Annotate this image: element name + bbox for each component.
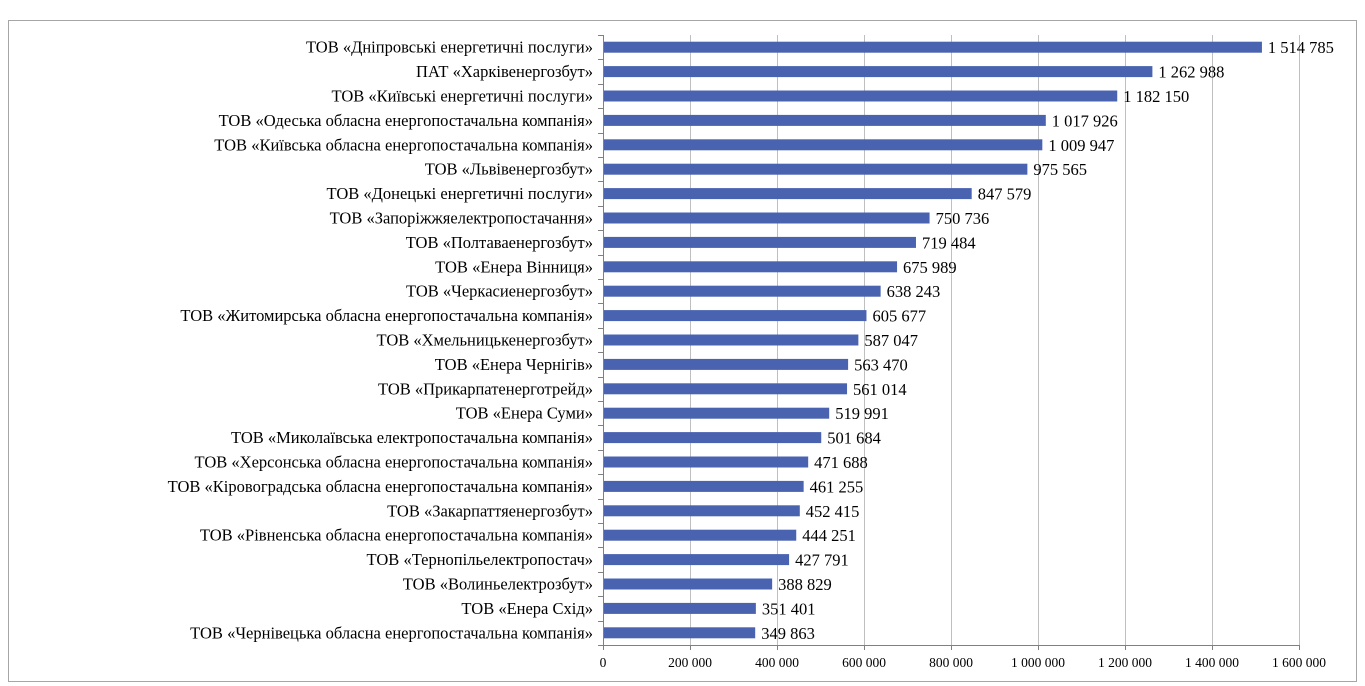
value-label: 501 684 [827,429,881,448]
grid-lines [690,35,1300,645]
category-label: ТОВ «Волиньелектрозбут» [403,575,593,594]
bar [603,529,797,541]
bar [603,602,756,614]
value-label: 351 401 [762,599,816,618]
bar [603,212,930,224]
value-label: 1 182 150 [1123,87,1189,106]
value-label: 461 255 [810,477,864,496]
x-tick-label: 200 000 [668,655,712,670]
x-tick-label: 800 000 [929,655,973,670]
category-label: ТОВ «Львівенергозбут» [425,160,593,179]
bar [603,261,898,273]
value-labels: 1 514 785 1 262 988 1 182 150 1 017 926 1 00… [761,38,1334,643]
x-tick-label: 400 000 [755,655,799,670]
bar [603,90,1118,102]
category-label: ПАТ «Харківенергозбут» [416,62,593,81]
value-label: 561 014 [853,380,907,399]
bar [603,66,1153,78]
value-label: 638 243 [887,282,941,301]
value-label: 587 047 [864,331,918,350]
bar [603,310,867,322]
bar [603,334,859,346]
bar [603,505,800,517]
chart-frame: ТОВ «Дніпровські енергетичні послуги» ПАТ… [8,20,1357,682]
x-tick-label: 600 000 [842,655,886,670]
value-label: 471 688 [814,453,868,472]
category-label: ТОВ «Донецькі енергетичні послуги» [326,184,593,203]
value-label: 519 991 [835,404,889,423]
bar [603,383,848,395]
category-label: ТОВ «Житомирська обласна енергопостачаль… [180,306,593,325]
bar [603,627,756,639]
category-label: ТОВ «Миколаївська електропостачальна ком… [231,428,593,447]
category-labels: ТОВ «Дніпровські енергетичні послуги» ПАТ… [168,38,593,643]
axes [598,35,1300,650]
category-label: ТОВ «Енера Вінниця» [435,257,593,276]
category-label: ТОВ «Одеська обласна енергопостачальна к… [219,111,593,130]
category-label: ТОВ «Київська обласна енергопостачальна … [214,135,593,154]
value-label: 847 579 [978,185,1032,204]
value-label: 1 514 785 [1268,38,1334,57]
value-label: 1 262 988 [1158,63,1224,82]
category-label: ТОВ «Прикарпатенерготрейд» [378,379,593,398]
category-label: ТОВ «Хмельницькенергозбут» [376,331,593,350]
category-label: ТОВ «Тернопільелектропостач» [367,550,593,569]
category-label: ТОВ «Полтаваенергозбут» [406,233,593,252]
value-label: 719 484 [922,233,976,252]
bar-chart: ТОВ «Дніпровські енергетичні послуги» ПАТ… [168,35,1334,670]
value-label: 349 863 [761,624,815,643]
category-label: ТОВ «Закарпаттяенергозбут» [387,501,593,520]
category-label: ТОВ «Кіровоградська обласна енергопостач… [168,477,593,496]
category-label: ТОВ «Дніпровські енергетичні послуги» [306,38,593,57]
value-label: 1 009 947 [1048,136,1114,155]
category-label: ТОВ «Черкасиенергозбут» [406,282,593,301]
x-tick-label: 1 000 000 [1011,655,1065,670]
category-label: ТОВ «Енера Суми» [456,404,593,423]
category-label: ТОВ «Херсонська обласна енергопостачальн… [195,453,594,472]
value-label: 388 829 [778,575,832,594]
x-tick-label: 1 600 000 [1272,655,1326,670]
x-tick-label: 1 200 000 [1098,655,1152,670]
value-label: 452 415 [806,502,860,521]
category-label: ТОВ «Київські енергетичні послуги» [332,87,593,106]
category-label: ТОВ «Чернівецька обласна енергопостачаль… [190,623,593,642]
bar [603,456,809,468]
bar [603,432,822,444]
bar [603,554,790,566]
value-label: 675 989 [903,258,957,277]
value-label: 605 677 [872,307,926,326]
value-label: 1 017 926 [1052,111,1118,130]
category-label: ТОВ «Запоріжжяелектропостачання» [330,209,593,228]
value-label: 975 565 [1033,160,1087,179]
bar [603,407,830,419]
bar [603,236,916,248]
bar [603,114,1046,126]
category-label: ТОВ «Рівненська обласна енергопостачальн… [200,526,593,545]
category-label: ТОВ «Енера Схід» [461,599,593,618]
value-label: 750 736 [936,209,990,228]
bar [603,139,1043,151]
bar [603,480,804,492]
x-tick-label: 1 400 000 [1185,655,1239,670]
value-label: 563 470 [854,355,908,374]
x-tick-label: 0 [600,655,607,670]
category-label: ТОВ «Енера Чернігів» [435,355,593,374]
bar [603,188,972,200]
value-label: 427 791 [795,551,849,570]
x-tick-labels: 0 200 000 400 000 600 000 800 000 1 000 000 1 … [600,655,1327,670]
bar [603,578,773,590]
bar [603,41,1262,53]
bars [603,41,1262,639]
bar [603,358,849,370]
bar [603,163,1028,175]
value-label: 444 251 [802,526,856,545]
bar [603,285,881,297]
